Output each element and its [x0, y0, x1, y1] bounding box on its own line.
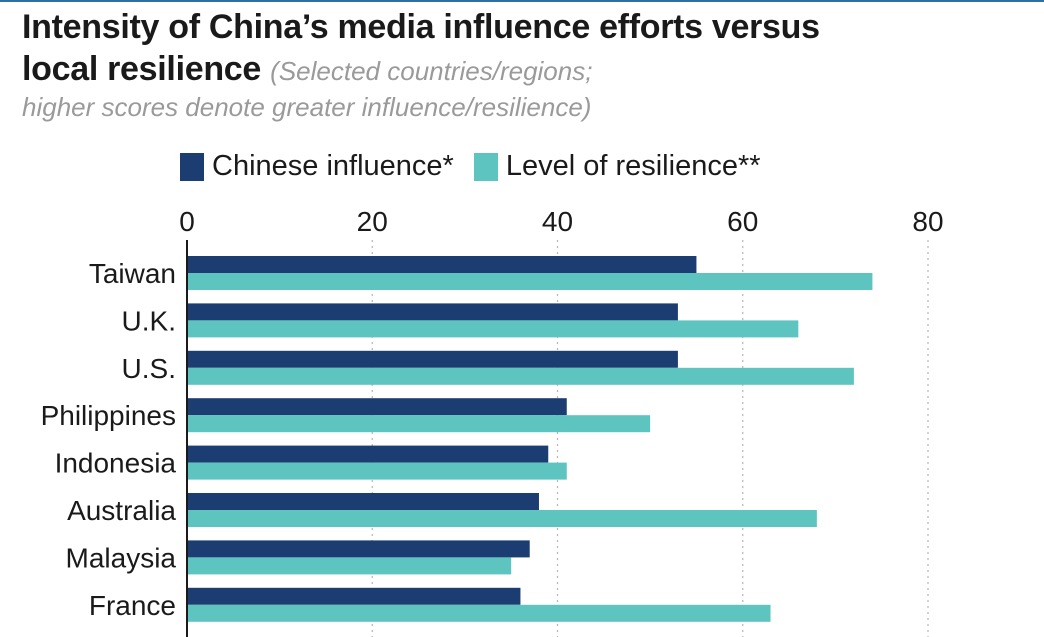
- category-label: U.K.: [122, 305, 176, 336]
- bar-resilience: [187, 462, 567, 480]
- bar-influence: [187, 587, 521, 605]
- bar-influence: [187, 303, 678, 321]
- bar-influence: [187, 256, 697, 273]
- category-label: Australia: [67, 495, 176, 526]
- bar-resilience: [187, 604, 771, 622]
- x-tick-label-80: 80: [912, 206, 943, 237]
- bar-resilience: [187, 510, 817, 527]
- title-line-2: local resilience: [22, 50, 262, 88]
- bar-influence: [187, 350, 678, 368]
- legend: Chinese influence* Level of resilience**: [180, 150, 781, 183]
- category-label: U.S.: [122, 353, 176, 384]
- title-line-1: Intensity of China’s media influence eff…: [22, 8, 820, 46]
- top-rule: [0, 0, 1044, 2]
- x-tick-label-40: 40: [542, 206, 573, 237]
- x-tick-label-60: 60: [727, 206, 758, 237]
- subtitle-line-1: (Selected countries/regions;: [270, 56, 593, 86]
- legend-label-resilience: Level of resilience**: [505, 150, 761, 182]
- bar-influence: [187, 493, 539, 510]
- bar-resilience: [187, 320, 799, 338]
- chart-header: Intensity of China’s media influence eff…: [22, 6, 1022, 124]
- bar-resilience: [187, 415, 651, 433]
- category-label: Indonesia: [55, 448, 177, 479]
- category-label: France: [89, 590, 176, 621]
- bar-influence: [187, 540, 530, 558]
- bar-influence: [187, 398, 567, 416]
- bar-resilience: [187, 273, 873, 290]
- category-label: Taiwan: [89, 258, 176, 289]
- bar-influence: [187, 445, 549, 463]
- x-tick-label-20: 20: [357, 206, 388, 237]
- x-tick-label-0: 0: [179, 206, 195, 237]
- legend-swatch-influence: [180, 152, 204, 181]
- subtitle-line-2: higher scores denote greater influence/r…: [22, 92, 592, 122]
- category-label: Malaysia: [66, 542, 177, 573]
- category-label: Philippines: [41, 400, 176, 431]
- bar-resilience: [187, 367, 854, 385]
- bar-resilience: [187, 557, 512, 575]
- chart-title: Intensity of China’s media influence eff…: [22, 6, 1022, 92]
- legend-item-resilience: Level of resilience**: [473, 150, 761, 183]
- legend-swatch-resilience: [473, 152, 498, 181]
- legend-label-influence: Chinese influence*: [212, 150, 454, 182]
- legend-item-influence: Chinese influence*: [180, 150, 454, 183]
